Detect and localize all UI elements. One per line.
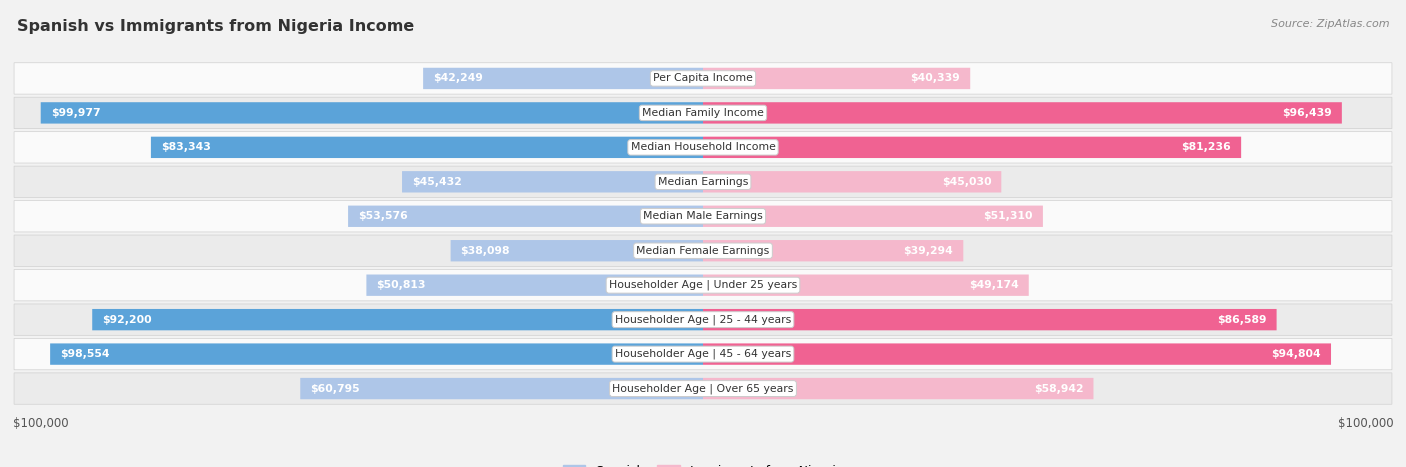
Text: Median Earnings: Median Earnings [658,177,748,187]
Text: $98,554: $98,554 [60,349,110,359]
Text: $58,942: $58,942 [1033,383,1084,394]
FancyBboxPatch shape [14,63,1392,94]
Text: Median Household Income: Median Household Income [630,142,776,152]
FancyBboxPatch shape [41,102,703,124]
Text: $96,439: $96,439 [1282,108,1331,118]
FancyBboxPatch shape [14,166,1392,198]
Text: $45,030: $45,030 [942,177,991,187]
FancyBboxPatch shape [703,205,1043,227]
Text: Householder Age | 45 - 64 years: Householder Age | 45 - 64 years [614,349,792,359]
Text: $50,813: $50,813 [377,280,426,290]
FancyBboxPatch shape [14,132,1392,163]
FancyBboxPatch shape [93,309,703,330]
Text: Householder Age | 25 - 44 years: Householder Age | 25 - 44 years [614,314,792,325]
Text: Householder Age | Over 65 years: Householder Age | Over 65 years [612,383,794,394]
FancyBboxPatch shape [703,68,970,89]
FancyBboxPatch shape [301,378,703,399]
FancyBboxPatch shape [703,309,1277,330]
Text: $99,977: $99,977 [51,108,100,118]
FancyBboxPatch shape [367,275,703,296]
FancyBboxPatch shape [703,378,1094,399]
Text: $81,236: $81,236 [1181,142,1232,152]
FancyBboxPatch shape [51,343,703,365]
FancyBboxPatch shape [423,68,703,89]
Text: Per Capita Income: Per Capita Income [652,73,754,84]
FancyBboxPatch shape [703,343,1331,365]
FancyBboxPatch shape [14,339,1392,370]
Text: $45,432: $45,432 [412,177,461,187]
Text: Householder Age | Under 25 years: Householder Age | Under 25 years [609,280,797,290]
Legend: Spanish, Immigrants from Nigeria: Spanish, Immigrants from Nigeria [558,460,848,467]
Text: Median Male Earnings: Median Male Earnings [643,211,763,221]
Text: Source: ZipAtlas.com: Source: ZipAtlas.com [1271,19,1389,28]
Text: Median Female Earnings: Median Female Earnings [637,246,769,256]
FancyBboxPatch shape [14,304,1392,335]
FancyBboxPatch shape [450,240,703,262]
Text: $40,339: $40,339 [911,73,960,84]
FancyBboxPatch shape [14,97,1392,128]
Text: Median Family Income: Median Family Income [643,108,763,118]
FancyBboxPatch shape [703,171,1001,192]
FancyBboxPatch shape [703,137,1241,158]
FancyBboxPatch shape [150,137,703,158]
Text: Spanish vs Immigrants from Nigeria Income: Spanish vs Immigrants from Nigeria Incom… [17,19,415,34]
FancyBboxPatch shape [703,275,1029,296]
FancyBboxPatch shape [14,201,1392,232]
Text: $42,249: $42,249 [433,73,482,84]
Text: $94,804: $94,804 [1271,349,1322,359]
FancyBboxPatch shape [14,373,1392,404]
Text: $39,294: $39,294 [904,246,953,256]
Text: $83,343: $83,343 [160,142,211,152]
Text: $53,576: $53,576 [359,211,408,221]
FancyBboxPatch shape [703,240,963,262]
FancyBboxPatch shape [703,102,1341,124]
FancyBboxPatch shape [402,171,703,192]
FancyBboxPatch shape [349,205,703,227]
Text: $92,200: $92,200 [103,315,152,325]
Text: $49,174: $49,174 [969,280,1019,290]
FancyBboxPatch shape [14,235,1392,266]
Text: $38,098: $38,098 [461,246,510,256]
FancyBboxPatch shape [14,269,1392,301]
Text: $51,310: $51,310 [983,211,1033,221]
Text: $60,795: $60,795 [311,383,360,394]
Text: $86,589: $86,589 [1218,315,1267,325]
